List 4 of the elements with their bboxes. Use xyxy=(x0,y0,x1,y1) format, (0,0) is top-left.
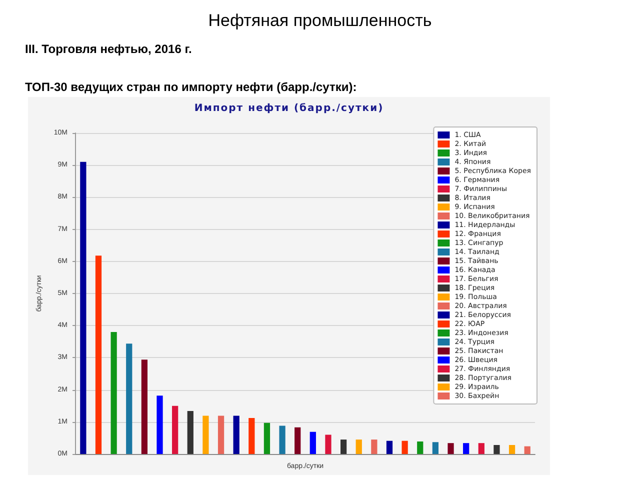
chart-title: Нефтяная промышленность xyxy=(207,11,433,31)
text: ТОП-30 ведущих стран по импорту нефти (барр./сутки): xyxy=(25,80,357,94)
text: Импорт нефти (барр./сутки) xyxy=(193,103,385,114)
chart-subtitle: III. Торговля нефтью, 2016 г. xyxy=(25,42,192,56)
